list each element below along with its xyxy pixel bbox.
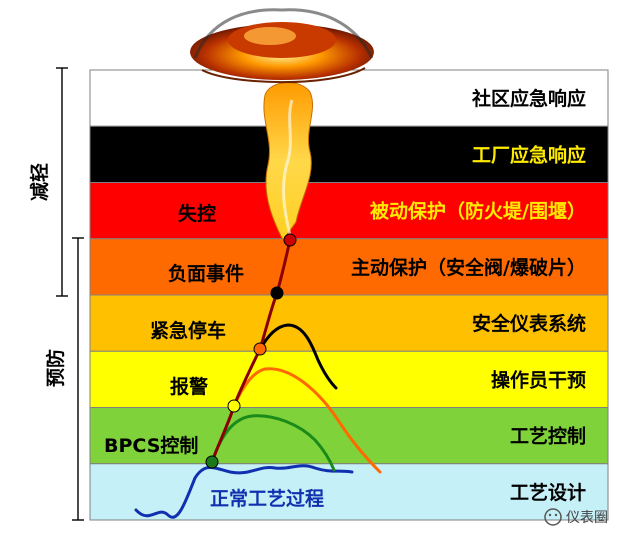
layer-band-7 (89, 463, 609, 521)
event-label-emergency-shutdown: 紧急停车 (150, 319, 226, 342)
layer-band-0 (89, 69, 609, 127)
layer-label-3: 主动保护（安全阀/爆破片） (351, 256, 586, 279)
bpcs-dot (205, 455, 219, 469)
event-markers (205, 233, 297, 469)
explosion-icon (190, 8, 374, 241)
event-label-bpcs: BPCS控制 (104, 434, 198, 457)
layer-band-2 (89, 182, 609, 240)
event-labels: 失控 负面事件 紧急停车 报警 BPCS控制 正常工艺过程 (104, 202, 324, 510)
layer-band-4 (89, 294, 609, 352)
layer-label-4: 安全仪表系统 (472, 312, 586, 335)
watermark-text: 仪表圈 (566, 510, 608, 526)
layer-label-5: 操作员干预 (491, 368, 586, 391)
event-label-normal-process: 正常工艺过程 (210, 487, 324, 510)
event-label-loss-of-control: 失控 (178, 202, 216, 225)
layer-band-3 (89, 238, 609, 296)
mitigation-label: 减轻 (28, 163, 51, 201)
side-brackets (56, 67, 84, 521)
alarm-dot (227, 399, 241, 413)
layer-label-1: 工厂应急响应 (472, 143, 586, 166)
alarm-curve (232, 367, 382, 474)
event-label-alarm: 报警 (170, 375, 208, 398)
prevention-label: 预防 (44, 349, 67, 387)
layer-band-5 (89, 350, 609, 408)
adverse-event-dot (270, 286, 284, 300)
layer-label-6: 工艺控制 (510, 425, 586, 448)
emergency-shutdown-dot (253, 342, 267, 356)
watermark: 仪表圈 (544, 508, 608, 526)
layer-label-7: 工艺设计 (510, 482, 586, 504)
event-label-adverse-event: 负面事件 (168, 262, 244, 285)
shutdown-curve (258, 323, 338, 390)
bpcs-curve (210, 414, 336, 472)
loss-of-control-dot (283, 233, 297, 247)
wechat-icon (544, 508, 562, 526)
layer-label-0: 社区应急响应 (471, 87, 586, 110)
layer-label-2: 被动保护（防火堤/围堰） (370, 200, 586, 223)
normal-process-curve (134, 464, 354, 519)
